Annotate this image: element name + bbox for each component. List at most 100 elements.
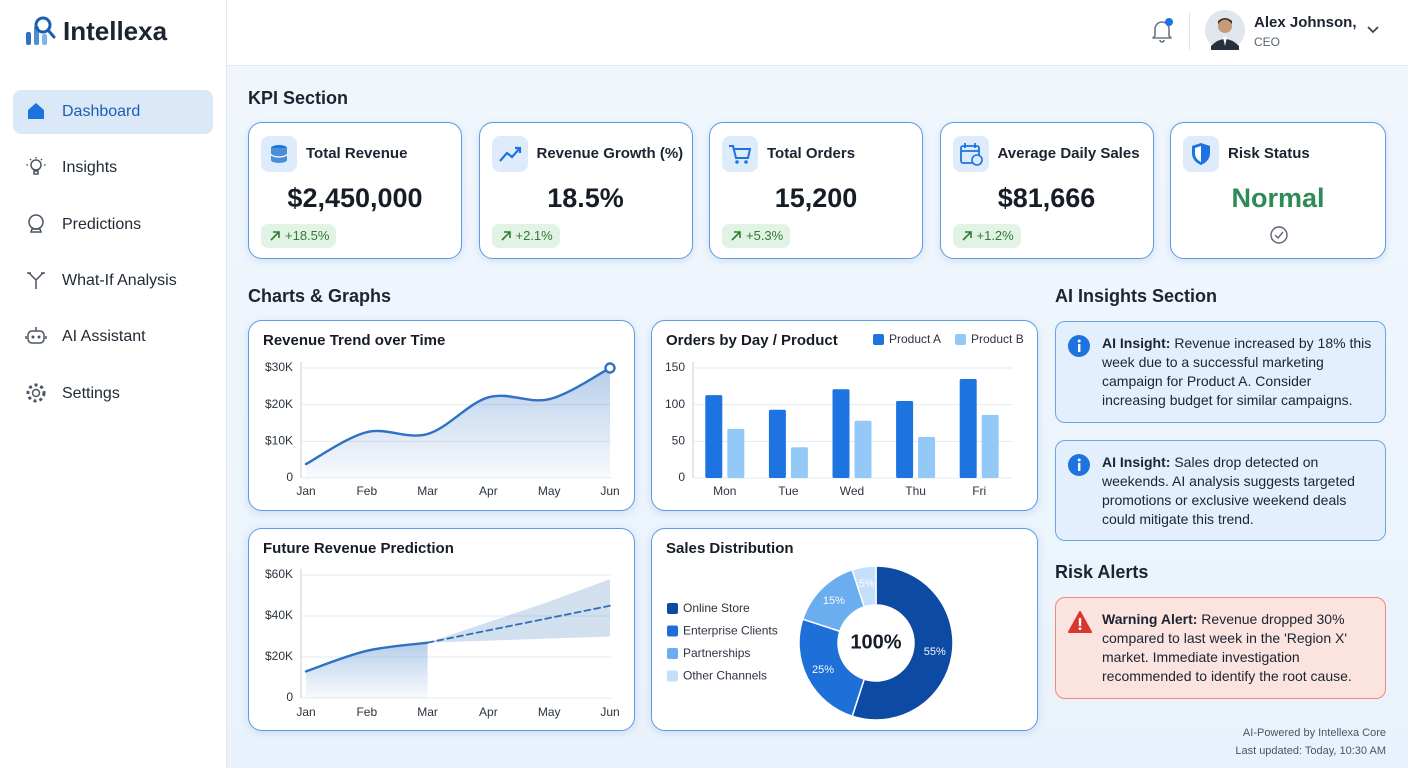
kpi-icon-glyph xyxy=(1192,143,1210,165)
trend-arrow xyxy=(500,231,511,241)
kpi-label: Total Orders xyxy=(767,145,856,162)
nav-icon xyxy=(25,327,47,344)
chart: Revenue Trend over Time 0 $10K $20K $30K Jan F… xyxy=(263,332,620,498)
nav-label: AI Assistant xyxy=(62,328,146,346)
bar xyxy=(790,447,808,478)
insight-card: AI Insight: Sales drop detected on weeke… xyxy=(1055,440,1386,541)
legend-swatch xyxy=(667,670,678,682)
y-tick-label: 100 xyxy=(665,397,685,411)
nav-label: Dashboard xyxy=(62,103,141,120)
donut-slice xyxy=(851,565,954,721)
bar xyxy=(832,389,850,478)
legend-label: Other Channels xyxy=(683,669,767,683)
kpi-value: 15,200 xyxy=(774,183,858,213)
x-tick-label: Mar xyxy=(417,705,438,719)
user-menu-toggle[interactable] xyxy=(1366,25,1380,35)
insight-body: Sales drop detected on weekends. AI anal… xyxy=(1102,454,1355,527)
nav-label: Settings xyxy=(62,384,120,402)
status-check xyxy=(1270,226,1288,244)
x-tick-label: Feb xyxy=(356,484,377,498)
user-role: CEO xyxy=(1254,35,1281,49)
x-tick-label: Apr xyxy=(479,484,498,498)
nav-item[interactable]: Predictions xyxy=(13,203,213,247)
y-tick-label: $10K xyxy=(265,434,293,448)
nav-item[interactable]: AI Assistant xyxy=(13,315,213,359)
slice-label: 15% xyxy=(823,595,845,607)
donut-slice xyxy=(798,618,866,718)
alert-text: Warning Alert: Revenue dropped 30% compa… xyxy=(1102,610,1373,686)
y-tick-label: $60K xyxy=(265,567,293,581)
x-tick-label: May xyxy=(538,484,561,498)
nav-item[interactable]: Insights xyxy=(13,146,213,190)
bar xyxy=(705,395,723,478)
kpi-card: Risk Status Normal xyxy=(1170,122,1386,259)
y-tick-label: 150 xyxy=(665,360,685,374)
legend-swatch xyxy=(667,648,678,659)
y-tick-label: 50 xyxy=(672,434,686,448)
trend-arrow xyxy=(731,231,741,241)
kpi-icon xyxy=(722,136,758,172)
kpi-card: Average Daily Sales $81,666 +1.2% xyxy=(939,122,1154,259)
x-tick-label: Apr xyxy=(479,705,498,719)
chart-card: Orders by Day / Product 0 50 100 150 Mon Tue We… xyxy=(651,320,1038,511)
info-icon xyxy=(1068,454,1090,476)
kpi-icon-glyph xyxy=(270,145,288,163)
y-tick-label: 0 xyxy=(286,690,293,704)
kpi-card: Total Orders 15,200 +5.3% xyxy=(709,122,923,259)
kpi-label: Risk Status xyxy=(1228,145,1310,162)
area xyxy=(306,642,428,698)
insight-text: AI Insight: Revenue increased by 18% thi… xyxy=(1102,334,1373,410)
kpi-change-value: +18.5% xyxy=(285,228,330,243)
slice-label: 25% xyxy=(812,664,834,676)
logo-icon xyxy=(26,16,56,45)
x-tick-label: Wed xyxy=(840,484,864,498)
kpi-value: $81,666 xyxy=(997,183,1096,213)
kpi-label: Total Revenue xyxy=(306,145,408,162)
nav-item[interactable]: What-If Analysis xyxy=(13,259,213,303)
kpi-value: Normal xyxy=(1231,183,1325,213)
legend-label: Enterprise Clients xyxy=(683,624,778,638)
chart-title: Revenue Trend over Time xyxy=(263,332,445,349)
trend-arrow xyxy=(270,231,280,241)
x-tick-label: Fri xyxy=(972,484,986,498)
x-tick-label: May xyxy=(538,705,561,719)
bar xyxy=(768,409,786,478)
notification-bell[interactable] xyxy=(1150,18,1174,44)
footer-updated: Last updated: Today, 10:30 AM xyxy=(1235,745,1386,757)
slice-label: 5% xyxy=(859,578,875,590)
header: Alex Johnson, CEO xyxy=(227,0,1408,66)
kpi-change-value: +2.1% xyxy=(515,228,553,243)
legend-label: Online Store xyxy=(683,601,750,615)
center-label: 100% xyxy=(850,631,901,653)
insight-title: AI Insight: xyxy=(1102,454,1171,470)
x-tick-label: Jan xyxy=(296,705,315,719)
chart-card: Future Revenue Prediction 0 $20K $40K $60K Ja… xyxy=(248,528,635,731)
nav-icon xyxy=(27,272,45,289)
sidebar: Intellexa Dashboard Insights Predictions Wh… xyxy=(0,0,227,768)
user-avatar[interactable] xyxy=(1205,10,1245,50)
kpi-icon xyxy=(952,136,989,172)
bar xyxy=(896,401,914,478)
x-tick-label: Thu xyxy=(905,484,926,498)
kpi-icon xyxy=(261,136,297,172)
line xyxy=(426,604,611,644)
alert-body: Revenue dropped 30% compared to last wee… xyxy=(1102,611,1352,684)
legend-label: Product A xyxy=(889,332,941,346)
legend-swatch xyxy=(955,334,966,345)
kpi-card: Total Revenue $2,450,000 +18.5% xyxy=(248,122,462,259)
chart: Future Revenue Prediction 0 $20K $40K $60K Ja… xyxy=(263,540,620,719)
nav-item[interactable]: Dashboard xyxy=(13,90,213,134)
kpi-icon-glyph xyxy=(498,146,521,162)
info-icon xyxy=(1068,335,1090,357)
y-tick-label: $20K xyxy=(265,397,293,411)
line xyxy=(304,366,612,466)
bar xyxy=(981,414,999,478)
x-tick-label: Feb xyxy=(356,705,377,719)
nav-item[interactable]: Settings xyxy=(13,372,213,416)
chart-title: Orders by Day / Product xyxy=(666,332,838,349)
line xyxy=(304,641,429,673)
footer-powered: AI-Powered by Intellexa Core xyxy=(1242,727,1386,739)
divider xyxy=(1189,12,1190,50)
